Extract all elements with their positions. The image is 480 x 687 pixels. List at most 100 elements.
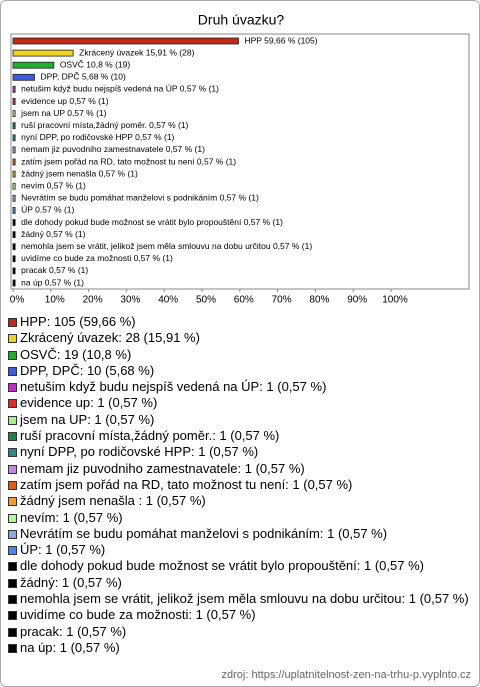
bar [12, 61, 55, 69]
legend-swatch [8, 318, 17, 327]
value-label: žádný jsem nenašla 0,57 % (1) [21, 168, 138, 178]
value-label: evidence up 0,57 % (1) [21, 96, 109, 106]
legend-label: netušim když budu nejspíš vedená na ÚP: … [20, 379, 327, 395]
value-label: DPP, DPČ 5,68 % (10) [40, 72, 126, 82]
plot: Druh úvazku? 0% 10% 20% 30% 40% 50% 60% 70% 80% 9… [10, 12, 470, 306]
legend-label: Nevrátím se budu pomáhat manželovi s pod… [20, 525, 388, 541]
value-label: dle dohody pokud bude možnost se vrátit … [21, 217, 283, 227]
bar [12, 231, 16, 239]
legend-label: pracak: 1 (0,57 %) [20, 623, 127, 639]
value-label: nyní DPP, po rodičovské HPP 0,57 % (1) [21, 132, 174, 142]
legend-item: zatím jsem pořád na RD, tato možnost tu … [8, 477, 470, 493]
legend-item: OSVČ: 19 (10,8 %) [8, 347, 470, 363]
legend-label: OSVČ: 19 (10,8 %) [20, 346, 132, 362]
bar [12, 86, 16, 93]
legend-item: dle dohody pokud bude možnost se vrátit … [8, 558, 470, 574]
legend-swatch [8, 399, 17, 409]
bar [12, 49, 74, 57]
legend-label: jsem na UP: 1 (0,57 %) [20, 411, 155, 427]
legend-item: Zkrácený úvazek: 28 (15,91 %) [8, 330, 470, 346]
value-label: nemam jiz puvodniho zamestnavatele 0,57 … [21, 144, 205, 154]
value-label: netušim když budu nejspíš vedená na ÚP 0… [21, 84, 219, 94]
legend-item: žádný: 1 (0,57 %) [8, 575, 470, 591]
bar [12, 146, 16, 154]
legend-item: jsem na UP: 1 (0,57 %) [8, 412, 470, 428]
legend-label: žádný: 1 (0,57 %) [20, 574, 122, 590]
legend-item: na úp: 1 (0,57 %) [8, 640, 470, 656]
legend-item: žádný jsem nenašla : 1 (0,57 %) [8, 493, 470, 509]
legend-item: Nevrátím se budu pomáhat manželovi s pod… [8, 526, 470, 542]
value-label: Zkrácený úvazek 15,91 % (28) [79, 47, 194, 57]
bar [12, 267, 16, 275]
legend-item: nevím: 1 (0,57 %) [8, 510, 470, 526]
legend-swatch [8, 415, 17, 425]
value-label: ÚP 0,57 % (1) [21, 205, 74, 215]
legend-label: dle dohody pokud bude možnost se vrátit … [20, 558, 424, 574]
legend: HPP: 105 (59,66 %) Zkrácený úvazek: 28 (1… [8, 314, 470, 656]
value-label: pracak 0,57 % (1) [21, 265, 88, 275]
legend-label: evidence up: 1 (0,57 %) [20, 395, 158, 411]
x-tick-label: 40% [158, 295, 178, 306]
legend-swatch [8, 627, 17, 637]
legend-label: žádný jsem nenašla : 1 (0,57 %) [20, 493, 206, 509]
x-tick-label: 60% [234, 295, 254, 306]
legend-swatch [8, 643, 17, 653]
value-label: HPP 59,66 % (105) [245, 35, 318, 45]
legend-label: Zkrácený úvazek: 28 (15,91 %) [20, 330, 200, 346]
legend-item: nemohla jsem se vrátit, jelikož jsem měl… [8, 591, 470, 607]
chart-title: Druh úvazku? [198, 12, 285, 28]
bar [12, 206, 16, 214]
legend-swatch [8, 513, 17, 523]
legend-label: nyní DPP, po rodičovské HPP: 1 (0,57 %) [20, 444, 259, 460]
legend-swatch [8, 562, 17, 572]
value-label: OSVČ 10,8 % (19) [60, 59, 131, 69]
legend-item: ÚP: 1 (0,57 %) [8, 542, 470, 558]
x-tick-label: 0% [10, 295, 25, 306]
legend-item: HPP: 105 (59,66 %) [8, 314, 470, 330]
legend-swatch [8, 529, 17, 539]
legend-swatch [8, 497, 17, 507]
legend-label: HPP: 105 (59,66 %) [20, 314, 136, 329]
source: zdroj: https://uplatnitelnost-zen-na-trh… [221, 669, 471, 681]
bar [12, 37, 239, 45]
legend-swatch [8, 383, 17, 393]
legend-swatch [8, 350, 17, 360]
bar [12, 279, 16, 287]
x-tick-label: 70% [272, 295, 292, 306]
legend-swatch [8, 546, 17, 556]
bar [12, 98, 16, 105]
x-tick-label: 20% [83, 295, 103, 306]
bar [12, 243, 16, 251]
bar [12, 219, 16, 226]
value-label: Nevrátím se budu pomáhat manželovi s pod… [21, 193, 259, 203]
x-tick-label: 30% [120, 295, 140, 306]
x-tick-label: 100% [382, 295, 408, 306]
legend-label: DPP, DPČ: 10 (5,68 %) [20, 362, 155, 378]
value-label: ruší pracovní místa,žádný poměr. 0,57 % … [21, 120, 188, 130]
legend-swatch [8, 334, 17, 344]
value-label: jsem na UP 0,57 % (1) [20, 108, 107, 118]
legend-item: ruší pracovní místa,žádný poměr.: 1 (0,5… [8, 428, 470, 444]
legend-swatch [8, 464, 17, 474]
legend-item: DPP, DPČ: 10 (5,68 %) [8, 363, 470, 379]
legend-label: nemohla jsem se vrátit, jelikož jsem měl… [20, 591, 469, 607]
legend-swatch [8, 578, 17, 588]
legend-item: nemam jiz puvodniho zamestnavatele: 1 (0… [8, 461, 470, 477]
legend-item: uvidíme co bude za možnosti: 1 (0,57 %) [8, 607, 470, 623]
bar [12, 255, 16, 263]
legend-swatch [8, 432, 17, 442]
value-label: uvidíme co bude za možnosti 0,57 % (1) [21, 253, 173, 263]
x-tick-label: 90% [347, 295, 367, 306]
legend-label: ÚP: 1 (0,57 %) [20, 542, 106, 558]
legend-label: nevím: 1 (0,57 %) [20, 509, 123, 525]
value-label: nevím 0,57 % (1) [21, 180, 86, 190]
value-label: žádný 0,57 % (1) [21, 229, 85, 239]
legend-label: na úp: 1 (0,57 %) [20, 639, 120, 655]
legend-item: nyní DPP, po rodičovské HPP: 1 (0,57 %) [8, 444, 470, 460]
bar [12, 182, 16, 190]
value-label: na úp 0,57 % (1) [21, 277, 84, 287]
x-tick-label: 10% [45, 295, 65, 306]
legend-item: pracak: 1 (0,57 %) [8, 624, 470, 640]
bar [12, 170, 16, 178]
